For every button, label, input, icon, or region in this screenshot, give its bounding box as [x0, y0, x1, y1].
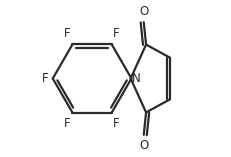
- Text: F: F: [41, 72, 48, 85]
- Text: N: N: [131, 72, 140, 85]
- Text: F: F: [113, 27, 119, 40]
- Text: F: F: [64, 117, 71, 130]
- Text: O: O: [139, 5, 148, 18]
- Text: O: O: [139, 139, 148, 152]
- Text: F: F: [113, 117, 119, 130]
- Text: F: F: [64, 27, 71, 40]
